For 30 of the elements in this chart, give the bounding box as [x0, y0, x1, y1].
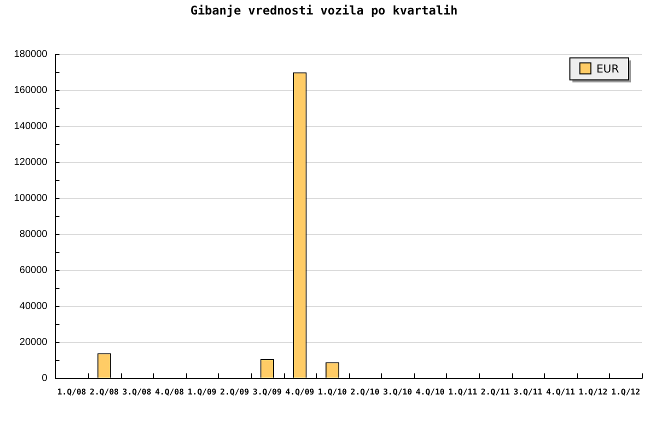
x-tick-label: 1.Q/11	[448, 387, 478, 396]
x-tick-label: 4.Q/09	[285, 387, 314, 396]
x-tick-label: 1.Q/12	[578, 387, 608, 396]
x-tick-label: 2.Q/09	[220, 387, 250, 396]
x-tick-label: 3.Q/08	[122, 387, 152, 396]
y-tick-label: 0	[42, 373, 48, 384]
x-tick-label: 4.Q/08	[154, 387, 184, 396]
x-tick-label: 2.Q/11	[480, 387, 510, 396]
x-tick-label: 1.Q/10	[318, 387, 348, 396]
y-tick-label: 40000	[20, 301, 48, 312]
chart-title: Gibanje vrednosti vozila po kvartalih	[190, 3, 458, 18]
y-tick-label: 140000	[14, 121, 48, 132]
x-tick-label: 3.Q/11	[513, 387, 543, 396]
x-tick-label: 3.Q/09	[252, 387, 282, 396]
x-tick-label: 3.Q/10	[383, 387, 412, 396]
x-tick-label: 2.Q/10	[350, 387, 380, 396]
x-tick-label: 1.Q/08	[57, 387, 86, 396]
x-tick-label: 2.Q/08	[90, 387, 119, 396]
y-tick-label: 20000	[20, 337, 48, 348]
x-tick-label: 4.Q/10	[416, 387, 445, 396]
y-tick-label: 100000	[14, 193, 48, 204]
x-tick-label: 1.Q/12	[611, 387, 640, 396]
y-tick-label: 180000	[14, 49, 48, 60]
y-tick-label: 80000	[20, 229, 48, 240]
legend-label: EUR	[596, 62, 620, 76]
y-tick-label: 160000	[14, 85, 48, 96]
y-tick-label: 120000	[14, 157, 48, 168]
x-tick-label: 1.Q/09	[188, 387, 217, 396]
y-tick-label: 60000	[20, 265, 48, 276]
x-tick-label: 4.Q/11	[546, 387, 576, 396]
